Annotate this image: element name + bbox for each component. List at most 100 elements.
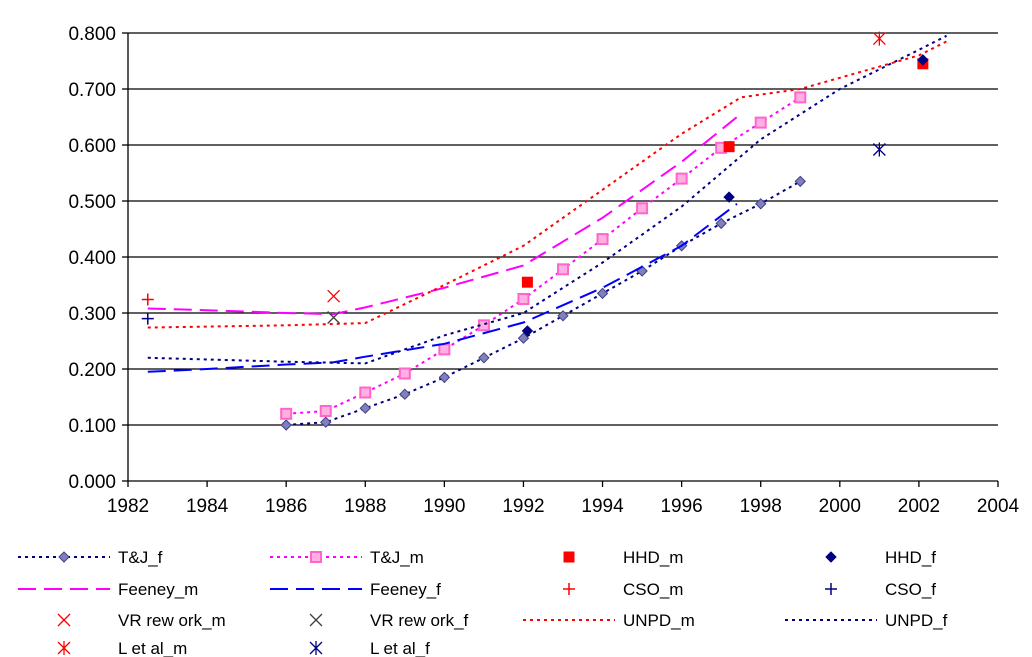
legend-item: T&J_f [18, 548, 163, 567]
legend-label: UNPD_f [885, 611, 948, 630]
data-point [557, 263, 569, 276]
series-10 [147, 40, 948, 329]
y-tick-label: 0.000 [68, 472, 116, 493]
data-point [141, 312, 154, 325]
legend-label: CSO_f [885, 580, 936, 599]
series-5 [147, 203, 738, 373]
series-line [147, 40, 948, 329]
data-point [359, 402, 371, 414]
legend-label: L et al_f [370, 639, 430, 657]
legend-label: CSO_m [623, 580, 683, 599]
y-tick-label: 0.700 [68, 80, 116, 101]
series-12 [872, 31, 886, 46]
y-tick-label: 0.500 [68, 192, 116, 213]
legend-label: T&J_m [370, 548, 424, 567]
data-point [675, 172, 688, 185]
y-axis-ticks: 0.000 0.100 0.200 0.300 0.400 0.500 0.600 0.700… [68, 24, 128, 493]
data-point [517, 332, 530, 344]
series-line [147, 203, 738, 373]
x-tick-label: 1998 [740, 496, 782, 517]
y-tick-label: 0.400 [68, 248, 116, 269]
data-point [754, 116, 767, 129]
legend-label: HHD_f [885, 548, 936, 567]
data-point [438, 343, 451, 356]
data-point [636, 202, 649, 215]
series-3 [521, 54, 929, 337]
legend-swatch [825, 583, 837, 595]
legend-marker [563, 551, 575, 563]
legend-label: VR rew ork_f [370, 611, 469, 630]
data-point [723, 191, 735, 203]
data-point [872, 31, 886, 46]
data-point [398, 367, 411, 380]
data-point [517, 293, 530, 305]
data-point [521, 276, 533, 288]
legend-marker [310, 551, 322, 563]
legend-swatch [309, 613, 323, 627]
data-point [872, 142, 886, 157]
legend-item: CSO_m [563, 580, 683, 599]
x-tick-label: 1994 [581, 496, 624, 517]
legend-swatch [57, 613, 71, 627]
legend-marker [58, 551, 70, 563]
legend-swatch [825, 551, 837, 563]
legend-item: UNPD_f [785, 611, 948, 630]
legend-item: VR rew ork_m [57, 611, 226, 630]
data-point [794, 175, 806, 188]
data-point [320, 416, 332, 428]
legend-marker [57, 641, 71, 655]
x-tick-label: 2004 [977, 496, 1020, 517]
data-point [327, 289, 341, 303]
x-tick-label: 1982 [107, 496, 149, 517]
series-11 [147, 34, 948, 365]
legend-label: L et al_m [118, 639, 187, 657]
y-tick-label: 0.300 [68, 304, 116, 325]
legend-item: CSO_f [825, 580, 936, 599]
plot-area [141, 31, 948, 431]
data-point [917, 54, 929, 66]
legend-swatch [563, 583, 575, 595]
x-tick-label: 2002 [898, 496, 940, 517]
legend-swatch [57, 641, 71, 655]
x-tick-label: 1992 [502, 496, 544, 517]
legend-swatch [270, 551, 362, 563]
legend-swatch [18, 551, 110, 563]
series-13 [872, 142, 886, 157]
legend-swatch [309, 641, 323, 655]
y-tick-label: 0.800 [68, 24, 116, 45]
series-line [147, 116, 738, 316]
gridlines [127, 32, 998, 482]
series-7 [141, 312, 154, 325]
series-0 [280, 175, 806, 431]
legend-marker [309, 613, 323, 627]
legend-marker [563, 583, 575, 595]
x-axis-ticks: 1982 1984 1986 1988 1990 1992 1994 1996 1998 2000… [107, 481, 1020, 517]
series-8 [327, 289, 341, 303]
legend-marker [309, 641, 323, 655]
y-tick-label: 0.600 [68, 136, 116, 157]
data-point [723, 141, 735, 153]
legend-item: VR rew ork_f [309, 611, 469, 630]
legend-label: UNPD_m [623, 611, 695, 630]
legend-item: Feeney_m [18, 580, 198, 599]
legend-marker [57, 613, 71, 627]
data-point [280, 419, 292, 431]
data-point [327, 311, 341, 324]
x-tick-label: 1988 [344, 496, 386, 517]
data-point [755, 198, 767, 210]
data-point [319, 405, 332, 417]
x-tick-label: 1986 [265, 496, 307, 517]
legend-label: VR rew ork_m [118, 611, 226, 630]
legend-item: L et al_m [57, 639, 187, 657]
data-point [557, 310, 569, 322]
series-6 [141, 293, 154, 306]
legend-item: UNPD_m [523, 611, 695, 630]
x-tick-label: 1996 [660, 496, 702, 517]
legend-item: Feeney_f [270, 580, 441, 599]
legend-swatch [563, 551, 575, 563]
legend-label: HHD_m [623, 548, 683, 567]
legend-label: Feeney_f [370, 580, 441, 599]
data-point [521, 325, 534, 337]
series-2 [521, 58, 929, 288]
